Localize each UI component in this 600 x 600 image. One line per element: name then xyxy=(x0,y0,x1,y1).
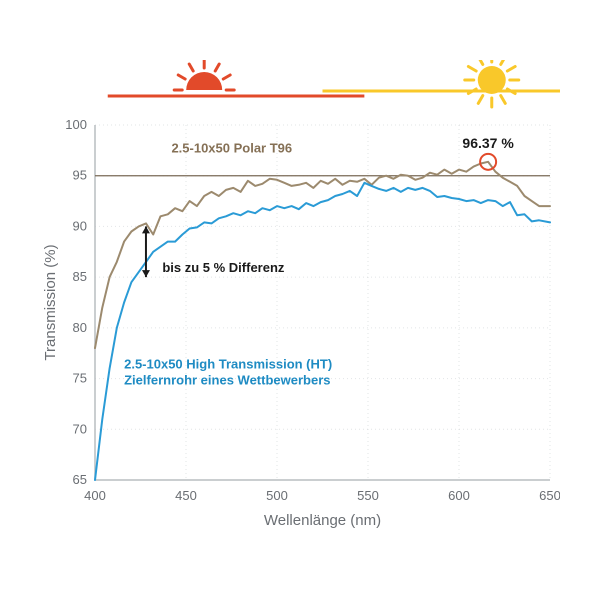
x-tick-label: 450 xyxy=(175,488,197,503)
y-tick-label: 90 xyxy=(73,218,87,233)
x-axis-title: Wellenlänge (nm) xyxy=(264,512,381,529)
series-b-label-line2: Zielfernrohr eines Wettbewerbers xyxy=(124,372,330,387)
y-tick-label: 100 xyxy=(65,117,87,132)
series-polar-t96 xyxy=(95,162,550,348)
x-tick-label: 650 xyxy=(539,488,560,503)
series-b-label-line1: 2.5-10x50 High Transmission (HT) xyxy=(124,356,332,371)
x-tick-label: 400 xyxy=(84,488,106,503)
x-tick-label: 550 xyxy=(357,488,379,503)
x-tick-label: 500 xyxy=(266,488,288,503)
peak-marker-label: 96.37 % xyxy=(462,135,514,151)
y-tick-label: 95 xyxy=(73,168,87,183)
sun-icon xyxy=(465,60,519,107)
y-tick-label: 75 xyxy=(73,371,87,386)
difference-annotation: bis zu 5 % Differenz xyxy=(162,260,285,275)
y-axis-title: Transmission (%) xyxy=(42,244,59,360)
y-tick-label: 80 xyxy=(73,320,87,335)
y-tick-label: 85 xyxy=(73,269,87,284)
y-tick-label: 65 xyxy=(73,472,87,487)
series-a-label: 2.5-10x50 Polar T96 xyxy=(171,140,292,155)
transmission-chart: 65 70 75 80 85 90 95 100 400 450 500 550 600 650 Welle… xyxy=(40,60,560,540)
series-competitor-ht xyxy=(95,183,550,480)
x-tick-label: 600 xyxy=(448,488,470,503)
sunset-icon xyxy=(174,60,234,90)
y-tick-label: 70 xyxy=(73,421,87,436)
